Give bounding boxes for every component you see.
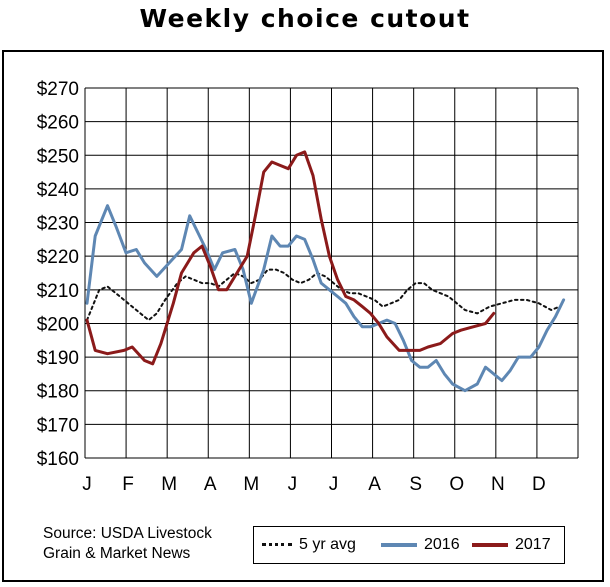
- x-tick-label: A: [368, 474, 381, 495]
- y-tick-label: $170: [37, 415, 79, 436]
- x-tick-label: M: [243, 474, 259, 495]
- x-tick-label: S: [409, 474, 422, 495]
- y-tick-label: $200: [37, 314, 79, 335]
- legend-label-2016: 2016: [424, 535, 460, 553]
- x-tick-label: D: [532, 474, 546, 495]
- legend-item-5yr-avg: 5 yr avg: [262, 527, 356, 562]
- x-tick-label: A: [204, 474, 217, 495]
- legend-label-5yr-avg: 5 yr avg: [299, 535, 356, 553]
- x-tick-label: J: [82, 474, 92, 495]
- chart-frame: [2, 50, 604, 582]
- x-tick-label: F: [122, 474, 134, 495]
- y-tick-label: $180: [37, 382, 79, 403]
- x-tick-label: N: [491, 474, 505, 495]
- legend-item-2016: 2016: [381, 527, 460, 562]
- chart-title: Weekly choice cutout: [139, 4, 471, 33]
- legend: 5 yr avg 2016 2017: [253, 526, 565, 564]
- x-tick-label: J: [288, 474, 298, 495]
- y-tick-label: $240: [37, 180, 79, 201]
- y-tick-label: $210: [37, 281, 79, 302]
- series-line-2017: [85, 150, 496, 366]
- y-tick-label: $270: [37, 79, 79, 100]
- x-tick-label: J: [329, 474, 339, 495]
- x-tick-label: M: [161, 474, 177, 495]
- y-tick-label: $230: [37, 214, 79, 235]
- series-line-2016: [85, 204, 566, 393]
- legend-label-2017: 2017: [515, 535, 551, 553]
- y-tick-label: $260: [37, 113, 79, 134]
- y-tick-label: $250: [37, 146, 79, 167]
- source-note: Source: USDA Livestock Grain & Market Ne…: [43, 524, 212, 564]
- legend-swatch-5yr-avg: [262, 543, 292, 546]
- series-layer: [85, 150, 566, 393]
- y-axis-labels: $270 $260 $250 $240 $230 $220 $210 $200 $190 $180…: [37, 79, 79, 470]
- legend-swatch-2016: [381, 542, 417, 547]
- source-line-1: Source: USDA Livestock: [43, 525, 212, 542]
- legend-swatch-2017: [472, 542, 508, 547]
- source-line-2: Grain & Market News: [43, 545, 191, 562]
- y-tick-label: $220: [37, 247, 79, 268]
- x-tick-label: O: [449, 474, 464, 495]
- y-tick-label: $190: [37, 348, 79, 369]
- y-tick-label: $160: [37, 449, 79, 470]
- legend-item-2017: 2017: [472, 527, 551, 562]
